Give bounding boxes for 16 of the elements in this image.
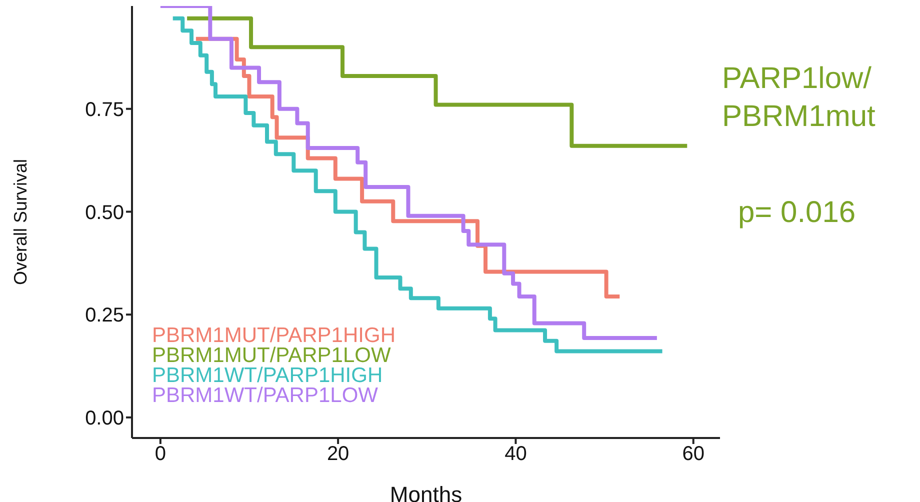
x-tick-label: 40 [504,443,527,466]
text: PBRM1WT/PARP1LOW [152,384,379,407]
text: PBRM1MUT/PARP1LOW [152,344,392,367]
x-tick-label: 0 [154,443,166,466]
y-tick-label: 0.00 [85,408,124,430]
y-tick-label: 0.25 [85,304,124,327]
text: PBRM1WT/PARP1HIGH [152,364,384,387]
y-axis-title: Overall Survival [10,158,30,286]
y-tick-label: 0.50 [85,202,124,224]
y-tick-label: 0.75 [85,98,124,121]
x-tick-label: 20 [326,443,350,466]
text: p= 0.016 [738,196,856,230]
text: PBRM1MUT/PARP1HIGH [152,324,396,347]
x-tick-label: 60 [682,443,704,466]
x-axis-title: Months [390,482,462,502]
text: PARP1low/ PBRM1mut [722,61,876,135]
